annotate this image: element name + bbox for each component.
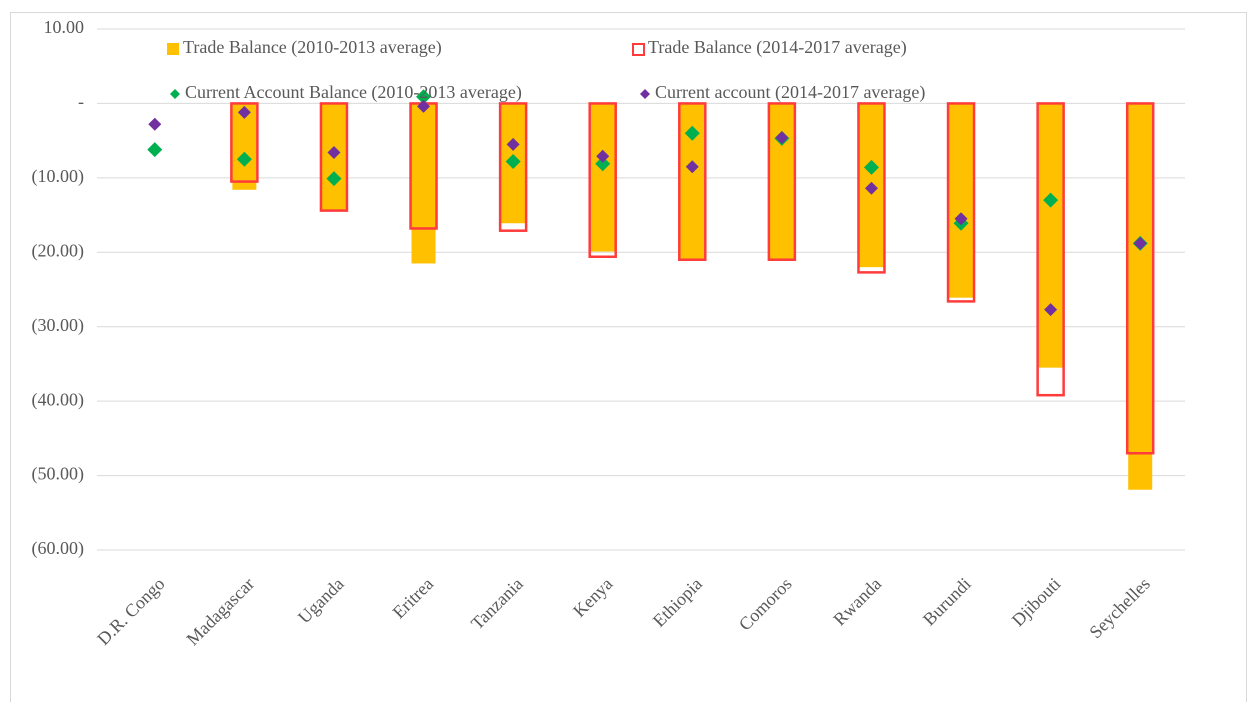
legend-swatch [640,89,650,99]
legend-swatch [170,89,180,99]
point [506,137,520,151]
bar [590,103,615,252]
point [148,117,162,131]
y-tick-label: (20.00) [32,240,85,261]
point [684,125,700,141]
point [595,156,611,172]
point [1133,236,1147,250]
legend-swatch [632,43,645,56]
point [237,105,251,119]
bar-outline [678,102,707,261]
point [1044,303,1058,317]
point [685,160,699,174]
point [954,212,968,226]
legend-label: Trade Balance (2014-2017 average) [648,37,907,58]
y-tick-label: (60.00) [32,538,85,559]
bar-outline [498,102,528,232]
bar-outline [946,102,976,303]
y-tick-label: (30.00) [32,315,85,336]
bar-outline [1125,102,1155,455]
y-tick-label: (40.00) [32,389,85,410]
point [775,131,789,145]
point [864,181,878,195]
y-tick-label: - [78,92,84,112]
point [417,99,431,113]
point [1043,192,1059,208]
bar [1038,103,1063,368]
legend-label: Current Account Balance (2010-2013 avera… [185,82,522,103]
point [596,149,610,163]
bar [411,103,436,264]
point [147,142,163,158]
bar-outline [230,102,259,183]
bar-outline [767,102,797,261]
point [416,89,432,105]
bar [769,103,794,260]
y-tick-label: (10.00) [32,166,85,187]
point [236,151,252,167]
bar-outline [857,102,886,274]
point [505,153,521,169]
point [326,171,342,187]
bar-outline [588,102,617,259]
y-tick-label: 10.00 [44,17,85,37]
point [327,146,341,160]
y-tick-label: (50.00) [32,464,85,485]
legend-swatch [167,43,179,55]
bar [1128,103,1153,490]
legend-label: Current account (2014-2017 average) [655,82,925,103]
bar [949,103,974,298]
bar-outline [1036,102,1065,397]
bar-outline [319,102,349,212]
point [863,159,879,175]
legend-label: Trade Balance (2010-2013 average) [183,37,442,58]
